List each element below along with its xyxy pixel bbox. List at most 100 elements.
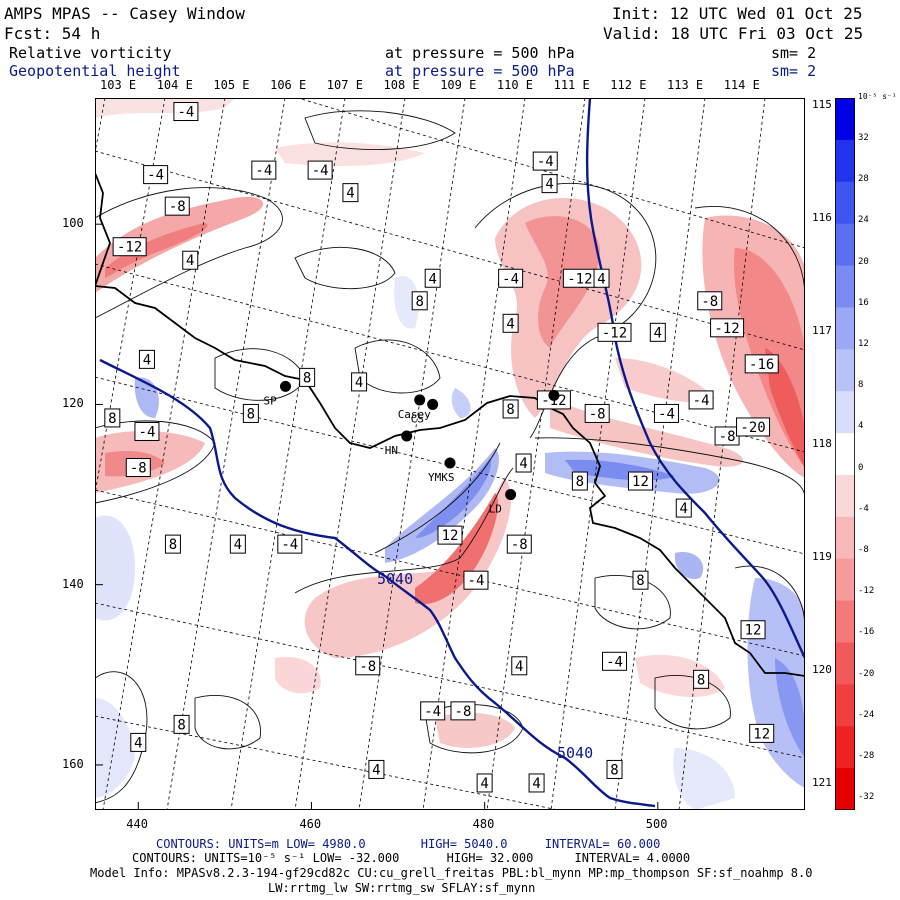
station-label: LD bbox=[489, 503, 502, 516]
colorbar-cell bbox=[835, 726, 855, 769]
vorticity-contour-label: 8 bbox=[502, 399, 519, 419]
vorticity-band-negative bbox=[765, 348, 805, 468]
vorticity-contour-label: 8 bbox=[104, 408, 121, 428]
svg-text:8: 8 bbox=[303, 370, 311, 386]
x-tick-label: 480 bbox=[472, 817, 495, 831]
vorticity-contour-label: 12 bbox=[627, 471, 653, 491]
vorticity-band-positive bbox=[394, 276, 419, 329]
svg-text:12: 12 bbox=[632, 474, 649, 490]
vorticity-contour-label: 4 bbox=[649, 322, 666, 342]
svg-text:-4: -4 bbox=[147, 168, 164, 184]
vorticity-contour-label: 12 bbox=[749, 723, 775, 743]
svg-text:-4: -4 bbox=[606, 654, 623, 670]
vorticity-contour-label: 8 bbox=[242, 403, 259, 423]
y-tick-label: 100 bbox=[62, 216, 84, 231]
svg-text:4: 4 bbox=[234, 537, 242, 553]
footer-model-info: Model Info: MPASv8.2.3-194-gf29cd82c CU:… bbox=[90, 866, 813, 880]
station-label: YMKS bbox=[428, 471, 455, 484]
footer-high: HIGH= 5040.0 bbox=[420, 837, 508, 851]
colorbar-label: 12 bbox=[858, 339, 869, 349]
colorbar-cell bbox=[835, 307, 855, 350]
svg-text:12: 12 bbox=[442, 528, 459, 544]
vorticity-contour-label: 4 bbox=[515, 453, 532, 473]
vorticity-contour-label: 4 bbox=[541, 174, 558, 194]
svg-text:-8: -8 bbox=[455, 704, 472, 720]
svg-text:8: 8 bbox=[576, 474, 584, 490]
footer-interval: INTERVAL= 60.000 bbox=[544, 837, 661, 851]
vorticity-contour-label: 4 bbox=[675, 498, 692, 518]
colorbar-cell bbox=[835, 181, 855, 225]
svg-text:-4: -4 bbox=[537, 154, 554, 170]
vorticity-contour-label: -4 bbox=[602, 651, 628, 671]
svg-text:4: 4 bbox=[532, 776, 540, 792]
footer-units: UNITS=m bbox=[228, 837, 279, 851]
colorbar-cell bbox=[835, 98, 855, 141]
svg-text:4: 4 bbox=[428, 271, 436, 287]
station-marker bbox=[414, 394, 426, 406]
field2-name: Geopotential height bbox=[9, 62, 181, 80]
y-tick-label: 120 bbox=[62, 396, 84, 411]
svg-text:-12: -12 bbox=[541, 393, 566, 409]
svg-text:-8: -8 bbox=[359, 659, 376, 675]
svg-text:-8: -8 bbox=[169, 199, 186, 215]
vorticity-contour-label: -4 bbox=[688, 390, 714, 410]
svg-text:-12: -12 bbox=[714, 321, 739, 337]
svg-text:8: 8 bbox=[169, 537, 177, 553]
footer-contours-label: CONTOURS: bbox=[132, 851, 198, 865]
colorbar-label: -16 bbox=[858, 627, 875, 638]
svg-text:8: 8 bbox=[415, 294, 423, 310]
vorticity-contour-label: 4 bbox=[476, 773, 493, 793]
footer-physics-info: LW:rrtmg_lw SW:rrtmg_sw SFLAY:sf_mynn bbox=[268, 881, 536, 895]
top-longitude-label: 109 E bbox=[440, 78, 477, 92]
colorbar-label: 24 bbox=[858, 215, 869, 226]
colorbar-cell bbox=[835, 684, 855, 727]
vorticity-contour-label: -12 bbox=[597, 322, 632, 342]
station-label: Casey bbox=[398, 408, 431, 421]
vorticity-band-negative bbox=[275, 142, 425, 166]
height-contour-west bbox=[99, 358, 656, 808]
top-longitude-label: 114 E bbox=[723, 78, 760, 92]
vorticity-contour-label: 12 bbox=[437, 525, 463, 545]
field1-level: at pressure = 500 hPa bbox=[385, 44, 575, 62]
vorticity-band-positive bbox=[451, 388, 471, 418]
colorbar-cell bbox=[835, 768, 855, 810]
svg-text:4: 4 bbox=[186, 253, 194, 269]
vorticity-contour-label: 8 bbox=[693, 669, 710, 689]
svg-text:-8: -8 bbox=[589, 406, 606, 422]
vorticity-contour-label: 4 bbox=[138, 349, 155, 369]
colorbar-cell bbox=[835, 600, 855, 643]
init-time: Init: 12 UTC Wed 01 Oct 25 bbox=[612, 4, 863, 23]
svg-text:-4: -4 bbox=[693, 393, 710, 409]
colorbar-label: 8 bbox=[858, 380, 864, 391]
vorticity-contour-label: 4 bbox=[502, 313, 519, 333]
vorticity-band-negative bbox=[275, 657, 321, 694]
colorbar-cell bbox=[835, 139, 855, 183]
footer-height-contours: CONTOURS: UNITS=m LOW= 4980.0 HIGH= 5040… bbox=[156, 837, 660, 851]
vorticity-contour-label: -12 bbox=[710, 318, 745, 338]
station-marker bbox=[279, 380, 291, 392]
svg-text:12: 12 bbox=[745, 623, 762, 639]
vorticity-contour-label: 4 bbox=[182, 250, 199, 270]
svg-text:8: 8 bbox=[247, 406, 255, 422]
svg-text:8: 8 bbox=[697, 672, 705, 688]
vorticity-contour-label: 4 bbox=[593, 268, 610, 288]
vorticity-contour-label: -4 bbox=[532, 151, 558, 171]
vorticity-contour-label: -8 bbox=[164, 196, 190, 216]
vorticity-contour-label: 8 bbox=[632, 570, 649, 590]
vorticity-contour-label: 8 bbox=[173, 714, 190, 734]
vorticity-band-negative bbox=[105, 223, 208, 278]
svg-text:4: 4 bbox=[519, 456, 527, 472]
colorbar-label: 32 bbox=[858, 133, 869, 143]
colorbar-cell bbox=[835, 223, 855, 267]
station-marker bbox=[505, 489, 517, 501]
y-tick-label: 140 bbox=[62, 576, 84, 591]
coastline bbox=[95, 172, 805, 677]
vorticity-contour-label: 8 bbox=[164, 534, 181, 554]
x-tick-label: 460 bbox=[299, 817, 322, 831]
svg-text:4: 4 bbox=[143, 352, 151, 368]
colorbar-label: 4 bbox=[858, 421, 864, 432]
colorbar-label: 0 bbox=[858, 462, 864, 473]
svg-text:8: 8 bbox=[610, 762, 618, 778]
colorbar-cell bbox=[835, 265, 855, 308]
